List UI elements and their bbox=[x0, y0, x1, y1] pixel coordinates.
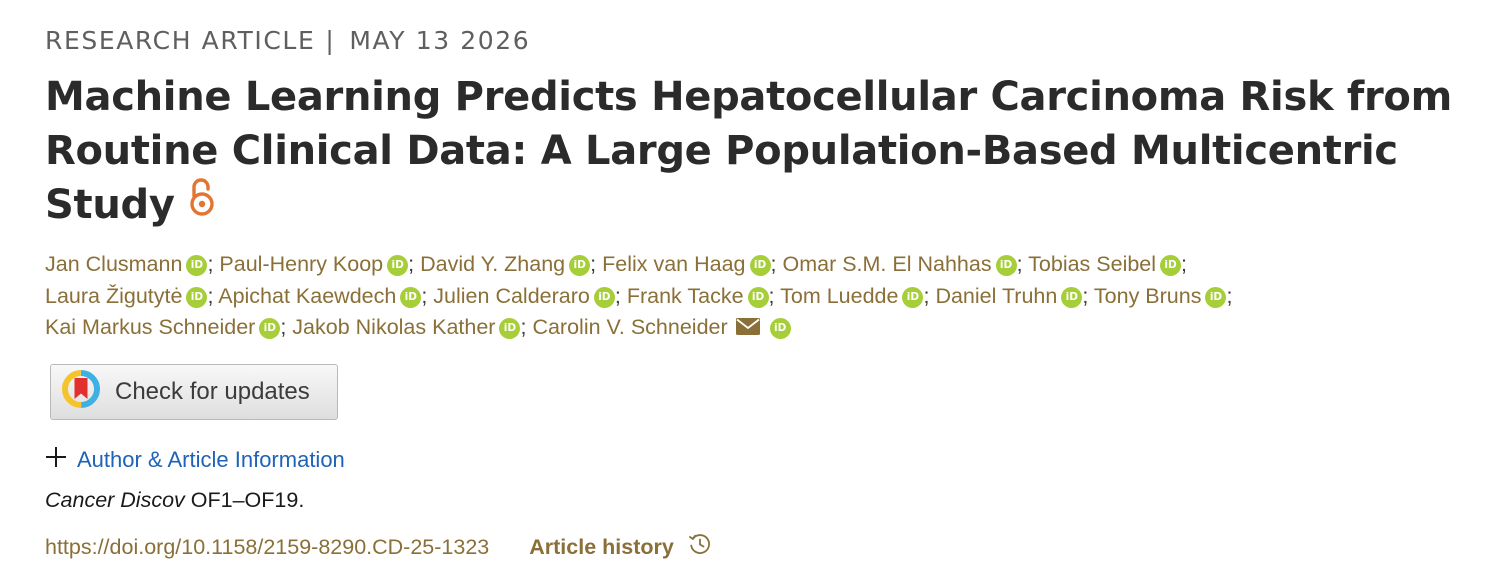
orcid-icon[interactable]: iD bbox=[569, 255, 591, 276]
crossmark-icon bbox=[61, 369, 101, 416]
author-name-link[interactable]: Jakob Nikolas Kather bbox=[292, 315, 496, 339]
author-separator: ; bbox=[280, 315, 287, 339]
article-kicker: RESEARCH ARTICLE | MAY 13 2026 bbox=[45, 26, 530, 55]
author-separator: ; bbox=[421, 283, 428, 308]
author-item: Julien Calderaro iD; bbox=[433, 284, 621, 308]
author-item: Omar S.M. El Nahhas iD; bbox=[782, 252, 1023, 276]
author-list: Jan Clusmann iD; Paul-Henry Koop iD; David… bbox=[45, 249, 1475, 345]
article-history-link[interactable]: Article history bbox=[529, 532, 712, 562]
author-name-link[interactable]: Carolin V. Schneider bbox=[532, 315, 728, 339]
clock-history-icon bbox=[688, 532, 712, 562]
author-name-link[interactable]: Kai Markus Schneider bbox=[45, 315, 256, 339]
orcid-icon[interactable]: iD bbox=[593, 286, 615, 308]
publication-date: MAY 13 2026 bbox=[349, 26, 531, 55]
author-separator: ; bbox=[1181, 252, 1188, 276]
author-name-link[interactable]: Jan Clusmann bbox=[45, 252, 183, 276]
author-separator: ; bbox=[923, 283, 930, 308]
author-name-link[interactable]: Tony Bruns bbox=[1093, 283, 1202, 308]
author-name-link[interactable]: Frank Tacke bbox=[626, 283, 744, 308]
author-separator: ; bbox=[1226, 283, 1233, 308]
orcid-icon[interactable]: iD bbox=[902, 286, 924, 308]
orcid-icon[interactable]: iD bbox=[1061, 286, 1083, 308]
check-for-updates-button[interactable]: Check for updates bbox=[50, 364, 338, 420]
author-item: Apichat Kaewdech iD; bbox=[218, 284, 427, 308]
orcid-icon[interactable]: iD bbox=[995, 255, 1017, 276]
author-name-link[interactable]: Daniel Truhn bbox=[935, 283, 1058, 308]
author-article-info-toggle[interactable]: Author & Article Information bbox=[45, 446, 345, 474]
author-name-link[interactable]: David Y. Zhang bbox=[420, 252, 566, 276]
author-separator: ; bbox=[770, 252, 777, 276]
article-title-text: Machine Learning Predicts Hepatocellular… bbox=[45, 74, 1452, 228]
author-separator: ; bbox=[408, 252, 415, 276]
author-item: Felix van Haag iD; bbox=[602, 252, 777, 276]
orcid-icon[interactable]: iD bbox=[259, 318, 281, 339]
orcid-icon[interactable]: iD bbox=[387, 255, 409, 276]
author-item: David Y. Zhang iD; bbox=[420, 252, 596, 276]
orcid-icon[interactable]: iD bbox=[186, 286, 208, 308]
orcid-icon[interactable]: iD bbox=[186, 255, 208, 276]
author-separator: ; bbox=[614, 283, 621, 308]
article-type: RESEARCH ARTICLE bbox=[45, 26, 316, 55]
author-name-link[interactable]: Omar S.M. El Nahhas bbox=[782, 252, 992, 276]
orcid-icon[interactable]: iD bbox=[749, 255, 771, 276]
orcid-icon[interactable]: iD bbox=[400, 286, 422, 308]
author-item: Kai Markus Schneider iD; bbox=[45, 315, 286, 339]
author-name-link[interactable]: Felix van Haag bbox=[602, 252, 746, 276]
author-item: Jan Clusmann iD; bbox=[45, 252, 213, 276]
author-name-link[interactable]: Tobias Seibel bbox=[1028, 252, 1157, 276]
author-name-link[interactable]: Laura Žigutytė bbox=[45, 283, 183, 308]
orcid-icon[interactable]: iD bbox=[747, 286, 769, 308]
author-separator: ; bbox=[207, 283, 214, 308]
check-for-updates-label: Check for updates bbox=[115, 378, 310, 405]
article-title: Machine Learning Predicts Hepatocellular… bbox=[45, 70, 1465, 234]
author-separator: ; bbox=[590, 252, 597, 276]
author-item: Tobias Seibel iD; bbox=[1028, 252, 1187, 276]
author-item: Paul-Henry Koop iD; bbox=[219, 252, 414, 276]
author-item: Tony Bruns iD; bbox=[1093, 283, 1233, 308]
author-item: Frank Tacke iD; bbox=[627, 284, 775, 308]
orcid-icon[interactable]: iD bbox=[769, 318, 791, 339]
author-item: Jakob Nikolas Kather iD; bbox=[292, 315, 526, 339]
orcid-icon[interactable]: iD bbox=[499, 318, 521, 339]
orcid-icon[interactable]: iD bbox=[1205, 286, 1227, 308]
page-range: OF1–OF19. bbox=[190, 488, 305, 512]
author-item: Daniel Truhn iD; bbox=[935, 284, 1088, 308]
open-access-lock-icon[interactable] bbox=[189, 176, 215, 230]
author-item: Carolin V. Schneider iD bbox=[532, 315, 791, 339]
author-separator: ; bbox=[520, 315, 527, 339]
doi-row: https://doi.org/10.1158/2159-8290.CD-25-… bbox=[45, 532, 712, 562]
article-history-label: Article history bbox=[529, 534, 674, 559]
plus-icon bbox=[45, 446, 67, 474]
author-name-link[interactable]: Julien Calderaro bbox=[433, 283, 590, 308]
orcid-icon[interactable]: iD bbox=[1160, 255, 1182, 276]
author-separator: ; bbox=[768, 283, 775, 308]
kicker-separator: | bbox=[325, 26, 336, 55]
envelope-icon[interactable] bbox=[735, 313, 760, 345]
journal-name: Cancer Discov bbox=[45, 488, 185, 512]
author-item: Tom Luedde iD; bbox=[780, 284, 929, 308]
author-separator: ; bbox=[1082, 283, 1089, 308]
citation: Cancer Discov OF1–OF19. bbox=[45, 488, 304, 513]
author-name-link[interactable]: Tom Luedde bbox=[780, 283, 899, 308]
author-name-link[interactable]: Paul-Henry Koop bbox=[219, 252, 384, 276]
author-separator: ; bbox=[1016, 252, 1023, 276]
author-separator: ; bbox=[207, 252, 214, 276]
author-article-info-label: Author & Article Information bbox=[77, 447, 345, 472]
doi-link[interactable]: https://doi.org/10.1158/2159-8290.CD-25-… bbox=[45, 534, 490, 559]
author-item: Laura Žigutytė iD; bbox=[45, 284, 213, 308]
author-name-link[interactable]: Apichat Kaewdech bbox=[218, 283, 397, 308]
